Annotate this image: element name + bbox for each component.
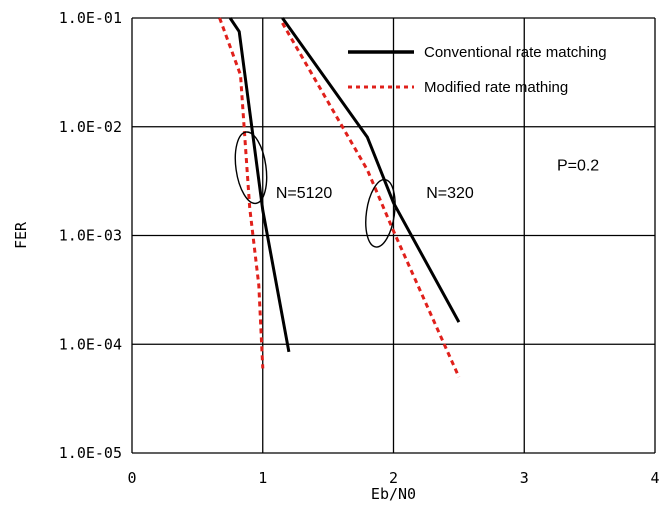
y-tick-label-2: 1.0E-03 xyxy=(59,227,122,245)
grid xyxy=(132,18,655,453)
legend-label-conventional: Conventional rate matching xyxy=(424,44,607,61)
legend: Conventional rate matching Modified rate … xyxy=(348,44,607,96)
y-tick-label-3: 1.0E-04 xyxy=(59,335,122,353)
x-tick-label-3: 3 xyxy=(520,469,529,487)
tick-labels: 0 1 2 3 41.0E-011.0E-021.0E-031.0E-041.0E-05 xyxy=(59,9,660,487)
group-loop-n5120 xyxy=(231,130,271,205)
annotations: N=5120 N=320 P=0.2 xyxy=(276,157,599,202)
annotation-p-02: P=0.2 xyxy=(557,157,599,174)
x-axis-label: Eb/N0 xyxy=(371,485,416,503)
x-tick-label-4: 4 xyxy=(650,469,659,487)
y-tick-label-0: 1.0E-01 xyxy=(59,9,122,27)
annotation-n-5120: N=5120 xyxy=(276,185,333,202)
y-tick-label-1: 1.0E-02 xyxy=(59,118,122,136)
y-tick-label-4: 1.0E-05 xyxy=(59,444,122,462)
series-line-N5120-modified xyxy=(220,18,263,368)
series-layer xyxy=(220,18,459,377)
series-line-N320-conventional xyxy=(282,18,459,322)
x-tick-label-1: 1 xyxy=(258,469,267,487)
annotation-n-320: N=320 xyxy=(426,185,474,202)
y-axis-label: FER xyxy=(12,221,30,249)
x-tick-label-0: 0 xyxy=(127,469,136,487)
legend-label-modified: Modified rate mathing xyxy=(424,79,568,96)
